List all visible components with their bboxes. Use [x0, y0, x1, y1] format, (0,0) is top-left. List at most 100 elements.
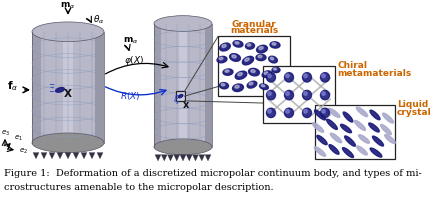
Bar — [315, 104, 395, 159]
Ellipse shape — [322, 92, 325, 95]
Text: $\xi$: $\xi$ — [173, 93, 180, 106]
Ellipse shape — [232, 55, 236, 58]
Ellipse shape — [233, 84, 243, 92]
Ellipse shape — [370, 110, 380, 120]
Ellipse shape — [341, 124, 351, 133]
Polygon shape — [205, 155, 211, 161]
Ellipse shape — [268, 92, 271, 95]
Bar — [154, 24, 161, 147]
Ellipse shape — [222, 44, 226, 48]
Ellipse shape — [245, 58, 249, 61]
Polygon shape — [155, 155, 161, 161]
Ellipse shape — [243, 56, 254, 65]
Text: Granular: Granular — [232, 20, 276, 29]
Polygon shape — [180, 155, 186, 161]
Ellipse shape — [260, 84, 268, 89]
Text: $\mathbf{m}_\alpha$: $\mathbf{m}_\alpha$ — [123, 36, 138, 46]
Ellipse shape — [267, 73, 276, 82]
Ellipse shape — [219, 83, 228, 89]
Ellipse shape — [219, 57, 223, 60]
Ellipse shape — [220, 43, 230, 51]
Ellipse shape — [268, 110, 271, 113]
Text: metamaterials: metamaterials — [337, 69, 411, 78]
Ellipse shape — [286, 92, 289, 95]
Polygon shape — [174, 155, 180, 161]
Ellipse shape — [178, 94, 183, 98]
Ellipse shape — [269, 56, 277, 63]
Polygon shape — [65, 153, 71, 159]
Ellipse shape — [246, 43, 255, 49]
Polygon shape — [199, 155, 205, 161]
Text: $R(X)$: $R(X)$ — [120, 90, 141, 102]
Ellipse shape — [314, 147, 326, 156]
Ellipse shape — [343, 112, 353, 122]
Ellipse shape — [230, 54, 240, 61]
Bar — [263, 66, 335, 123]
Ellipse shape — [372, 136, 384, 146]
Polygon shape — [97, 153, 103, 159]
Ellipse shape — [359, 135, 369, 143]
Text: $\mathbf{m}_\alpha$: $\mathbf{m}_\alpha$ — [60, 0, 76, 11]
Ellipse shape — [225, 70, 229, 72]
Text: Figure 1:  Deformation of a discretized micropolar continuum body, and types of : Figure 1: Deformation of a discretized m… — [4, 169, 422, 178]
Text: $\mathbf{f}_\alpha$: $\mathbf{f}_\alpha$ — [7, 79, 18, 93]
Ellipse shape — [233, 41, 243, 47]
Ellipse shape — [369, 123, 379, 132]
Ellipse shape — [285, 90, 294, 100]
Text: Liquid: Liquid — [397, 100, 428, 109]
Ellipse shape — [322, 74, 325, 78]
Ellipse shape — [304, 110, 307, 113]
Text: Chiral: Chiral — [337, 61, 367, 70]
Bar — [63, 32, 74, 143]
Ellipse shape — [32, 22, 104, 42]
Ellipse shape — [273, 68, 276, 70]
Polygon shape — [168, 155, 173, 161]
Ellipse shape — [247, 44, 251, 46]
Polygon shape — [81, 153, 87, 159]
Ellipse shape — [258, 55, 262, 58]
Ellipse shape — [357, 146, 367, 155]
Text: materials: materials — [230, 27, 278, 36]
Polygon shape — [33, 153, 39, 159]
Text: $\mathbf{X}$: $\mathbf{X}$ — [63, 87, 73, 99]
Ellipse shape — [370, 148, 382, 157]
Text: $e_2$: $e_2$ — [19, 147, 28, 156]
Text: $\mathbf{x}$: $\mathbf{x}$ — [182, 100, 190, 110]
Ellipse shape — [327, 119, 338, 130]
Ellipse shape — [302, 73, 311, 82]
Ellipse shape — [330, 133, 342, 143]
Ellipse shape — [251, 70, 255, 73]
Polygon shape — [49, 153, 55, 159]
Ellipse shape — [259, 47, 263, 50]
Ellipse shape — [285, 108, 294, 117]
Ellipse shape — [286, 74, 289, 78]
Bar — [154, 24, 212, 147]
Ellipse shape — [235, 85, 239, 88]
Ellipse shape — [285, 73, 294, 82]
Ellipse shape — [55, 88, 64, 92]
Polygon shape — [57, 153, 63, 159]
Ellipse shape — [272, 67, 280, 73]
Ellipse shape — [304, 92, 307, 95]
Ellipse shape — [302, 108, 311, 117]
Ellipse shape — [32, 133, 104, 153]
Bar — [32, 32, 41, 143]
Ellipse shape — [262, 71, 272, 78]
Ellipse shape — [272, 43, 276, 45]
Ellipse shape — [268, 74, 271, 78]
Ellipse shape — [261, 85, 265, 87]
Text: $\Xi$: $\Xi$ — [48, 82, 55, 94]
Ellipse shape — [320, 108, 329, 117]
Ellipse shape — [320, 73, 329, 82]
Ellipse shape — [264, 72, 268, 74]
Polygon shape — [89, 153, 95, 159]
Ellipse shape — [247, 81, 257, 88]
Ellipse shape — [238, 73, 243, 76]
Ellipse shape — [302, 90, 311, 100]
Ellipse shape — [329, 145, 339, 154]
Ellipse shape — [221, 83, 225, 86]
Ellipse shape — [217, 56, 227, 63]
Ellipse shape — [257, 45, 267, 53]
Ellipse shape — [383, 113, 393, 123]
Ellipse shape — [235, 42, 239, 44]
